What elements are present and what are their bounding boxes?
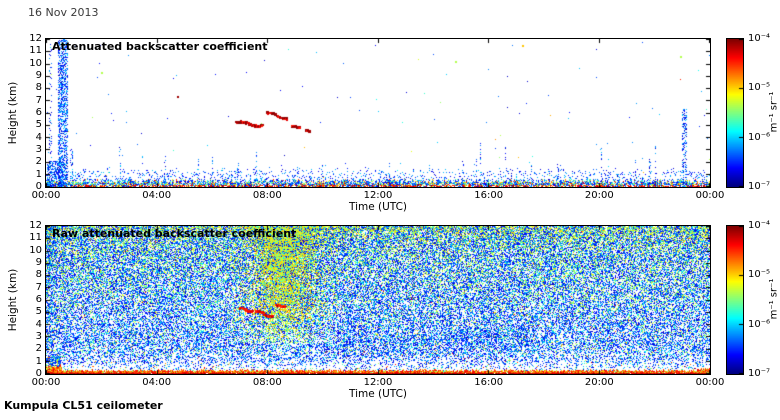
colorbar-tick-label: 10⁻⁴	[748, 220, 771, 231]
height-tick-label: 1	[35, 355, 42, 367]
height-tick-label: 5	[35, 306, 42, 318]
height-tick-label: 10	[29, 57, 42, 69]
colorbar-tick-label: 10⁻⁶	[748, 131, 771, 143]
time-tick-label: 20:00	[584, 377, 614, 388]
colorbar-tick-label: 10⁻⁷	[748, 368, 771, 379]
height-tick-label: 10	[29, 244, 42, 256]
height-tick-label: 8	[35, 269, 42, 281]
height-tick-label: 12	[29, 220, 42, 231]
height-tick-label: 11	[29, 45, 42, 57]
time-tick-label: 04:00	[142, 190, 172, 201]
height-tick-label: 0	[35, 181, 42, 192]
colorbar-top	[726, 38, 744, 188]
height-tick-label: 3	[35, 331, 42, 342]
height-tick-label: 0	[35, 368, 42, 379]
colorbar-tick-label: 10⁻⁶	[748, 318, 771, 330]
height-tick-label: 12	[29, 33, 42, 44]
colorbar-bottom	[726, 225, 744, 375]
colorbar-tick-label: 10⁻⁴	[748, 33, 771, 44]
date-label: 16 Nov 2013	[28, 6, 99, 19]
height-axis-label-top: Height (km)	[7, 81, 19, 145]
height-tick-label: 6	[35, 294, 42, 305]
colorbar-tick-label: 10⁻⁵	[748, 82, 771, 94]
time-tick-label: 16:00	[474, 377, 504, 388]
height-tick-label: 9	[35, 257, 42, 268]
height-tick-label: 3	[35, 144, 42, 155]
time-axis-label-bottom: Time (UTC)	[348, 388, 408, 400]
time-tick-label: 00:00	[695, 377, 725, 388]
time-tick-label: 00:00	[31, 377, 61, 388]
height-tick-label: 9	[35, 70, 42, 81]
time-tick-label: 08:00	[252, 377, 282, 388]
height-tick-label: 2	[35, 156, 42, 168]
attenuated-panel-title: Attenuated backscatter coefficient	[52, 40, 268, 53]
time-tick-label: 20:00	[584, 190, 614, 201]
time-tick-label: 08:00	[252, 190, 282, 201]
height-tick-label: 6	[35, 107, 42, 118]
height-tick-label: 5	[35, 119, 42, 131]
attenuated-backscatter-heatmap	[46, 39, 710, 187]
raw-backscatter-heatmap	[46, 226, 710, 374]
colorbar-gradient-top	[727, 39, 743, 187]
height-tick-label: 1	[35, 168, 42, 180]
time-tick-label: 00:00	[695, 190, 725, 201]
attenuated-backscatter-panel: Attenuated backscatter coefficient	[45, 38, 711, 188]
raw-panel-title: Raw attenuated backscatter coefficient	[52, 227, 297, 240]
colorbar-tick-label: 10⁻⁵	[748, 269, 771, 281]
instrument-label: Kumpula CL51 ceilometer	[4, 399, 163, 412]
height-axis-label-bottom: Height (km)	[7, 268, 19, 332]
height-tick-label: 11	[29, 232, 42, 244]
colorbar-gradient-bottom	[727, 226, 743, 374]
colorbar-unit-label-top: m⁻¹ sr⁻¹	[768, 91, 780, 133]
time-tick-label: 12:00	[363, 377, 393, 388]
raw-backscatter-panel: Raw attenuated backscatter coefficient	[45, 225, 711, 375]
height-tick-label: 7	[35, 94, 42, 106]
height-tick-label: 8	[35, 82, 42, 94]
height-tick-label: 2	[35, 343, 42, 355]
colorbar-tick-label: 10⁻⁷	[748, 181, 771, 192]
time-tick-label: 04:00	[142, 377, 172, 388]
height-tick-label: 7	[35, 281, 42, 293]
height-tick-label: 4	[35, 131, 42, 143]
time-axis-label-top: Time (UTC)	[348, 201, 408, 213]
time-tick-label: 16:00	[474, 190, 504, 201]
time-tick-label: 12:00	[363, 190, 393, 201]
time-tick-label: 00:00	[31, 190, 61, 201]
colorbar-unit-label-bottom: m⁻¹ sr⁻¹	[768, 278, 780, 320]
height-tick-label: 4	[35, 318, 42, 330]
